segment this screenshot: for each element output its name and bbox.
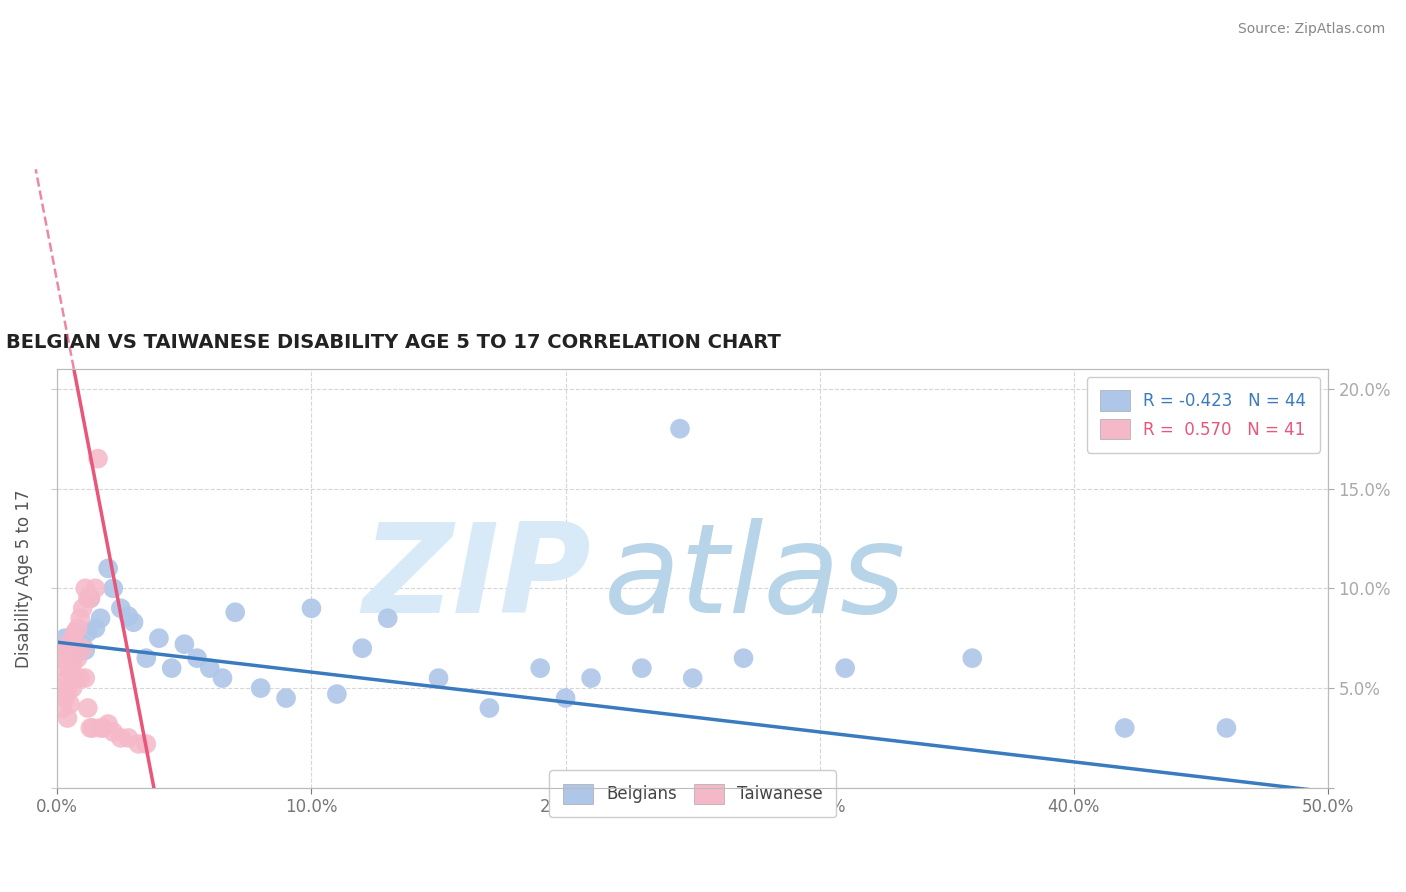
Point <box>962 651 984 665</box>
Point <box>72 639 94 653</box>
Point <box>72 641 94 656</box>
Point <box>326 687 349 701</box>
Text: BELGIAN VS TAIWANESE DISABILITY AGE 5 TO 17 CORRELATION CHART: BELGIAN VS TAIWANESE DISABILITY AGE 5 TO… <box>7 333 782 352</box>
Point <box>59 665 82 679</box>
Point <box>59 641 82 656</box>
Point <box>427 671 450 685</box>
Text: atlas: atlas <box>603 518 905 639</box>
Point <box>63 671 86 685</box>
Point <box>69 611 91 625</box>
Point <box>301 601 323 615</box>
Point <box>53 645 76 659</box>
Point <box>579 671 602 685</box>
Point <box>56 671 79 685</box>
Point <box>198 661 221 675</box>
Point <box>49 681 72 695</box>
Point <box>53 661 76 675</box>
Point <box>682 671 704 685</box>
Point <box>110 731 132 745</box>
Point <box>56 685 79 699</box>
Point <box>75 671 97 685</box>
Point <box>148 631 170 645</box>
Point <box>76 625 98 640</box>
Point <box>62 631 84 645</box>
Point <box>224 605 246 619</box>
Point <box>89 611 111 625</box>
Point <box>51 641 73 656</box>
Point <box>110 601 132 615</box>
Point <box>211 671 233 685</box>
Text: Source: ZipAtlas.com: Source: ZipAtlas.com <box>1237 22 1385 37</box>
Point <box>377 611 399 625</box>
Point <box>75 582 97 596</box>
Point <box>117 731 139 745</box>
Point <box>834 661 856 675</box>
Point <box>103 725 125 739</box>
Point <box>56 711 79 725</box>
Point <box>79 721 101 735</box>
Point <box>79 591 101 606</box>
Point <box>274 691 297 706</box>
Point <box>160 661 183 675</box>
Point <box>66 621 89 635</box>
Point <box>87 451 110 466</box>
Point <box>63 637 86 651</box>
Point <box>63 625 86 640</box>
Point <box>66 651 89 665</box>
Point <box>478 701 501 715</box>
Point <box>59 697 82 711</box>
Point <box>82 721 104 735</box>
Point <box>69 635 91 649</box>
Point <box>75 643 97 657</box>
Point <box>51 701 73 715</box>
Point <box>669 422 692 436</box>
Point <box>529 661 551 675</box>
Point <box>97 717 120 731</box>
Point <box>76 591 98 606</box>
Point <box>59 637 82 651</box>
Point <box>53 631 76 645</box>
Point <box>173 637 195 651</box>
Point <box>1114 721 1136 735</box>
Point <box>135 737 157 751</box>
Point <box>135 651 157 665</box>
Point <box>84 582 107 596</box>
Point <box>89 721 111 735</box>
Point <box>79 591 101 606</box>
Point <box>62 681 84 695</box>
Point <box>72 601 94 615</box>
Point <box>84 621 107 635</box>
Point <box>91 721 114 735</box>
Legend: Belgians, Taiwanese: Belgians, Taiwanese <box>550 770 837 817</box>
Point <box>122 615 145 630</box>
Point <box>62 651 84 665</box>
Point <box>117 609 139 624</box>
Point <box>1215 721 1237 735</box>
Point <box>554 691 576 706</box>
Point <box>76 701 98 715</box>
Point <box>97 561 120 575</box>
Text: ZIP: ZIP <box>363 518 591 639</box>
Point <box>733 651 755 665</box>
Point <box>49 651 72 665</box>
Point <box>62 657 84 672</box>
Point <box>103 582 125 596</box>
Point <box>69 671 91 685</box>
Point <box>352 641 374 656</box>
Point <box>631 661 654 675</box>
Point <box>66 645 89 659</box>
Point <box>249 681 271 695</box>
Point <box>128 737 150 751</box>
Y-axis label: Disability Age 5 to 17: Disability Age 5 to 17 <box>15 489 32 667</box>
Point <box>186 651 208 665</box>
Point <box>53 691 76 706</box>
